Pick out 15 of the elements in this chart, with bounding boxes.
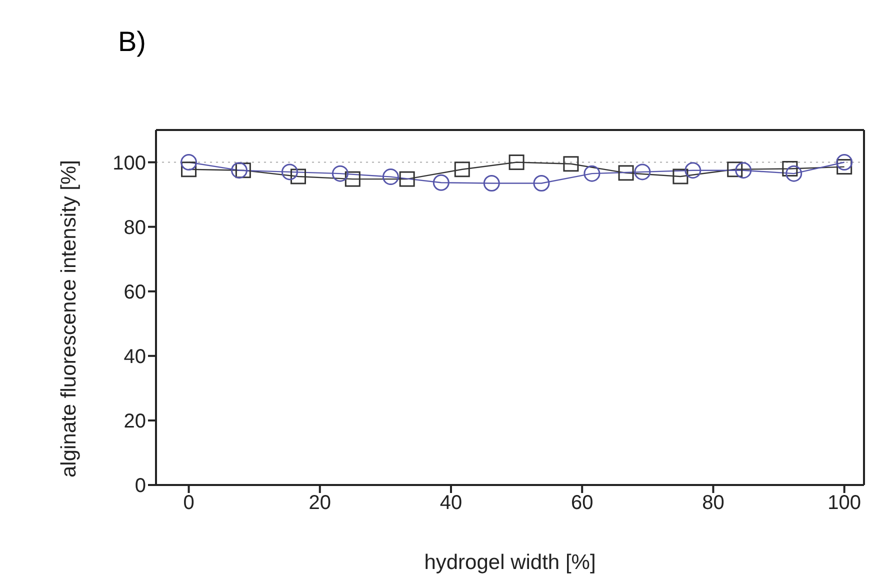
- y-tick-label: 60: [124, 281, 146, 304]
- y-tick-label: 100: [112, 152, 146, 174]
- y-tick-label: 0: [134, 475, 146, 498]
- x-tick-label: 80: [702, 492, 724, 514]
- x-tick-label: 60: [570, 492, 594, 514]
- x-tick-label: 0: [183, 492, 194, 514]
- y-tick-label: 80: [124, 216, 146, 239]
- x-tick-label: 100: [828, 492, 862, 514]
- x-axis-title: hydrogel width [%]: [424, 551, 596, 574]
- x-tick-label: 20: [308, 492, 332, 514]
- y-axis-title: alginate fluorescence intensity [%]: [57, 160, 80, 478]
- y-tick-label: 40: [124, 346, 146, 368]
- chart-title: B): [118, 26, 146, 58]
- y-tick-label: 20: [124, 410, 146, 433]
- x-tick-label: 40: [440, 492, 462, 514]
